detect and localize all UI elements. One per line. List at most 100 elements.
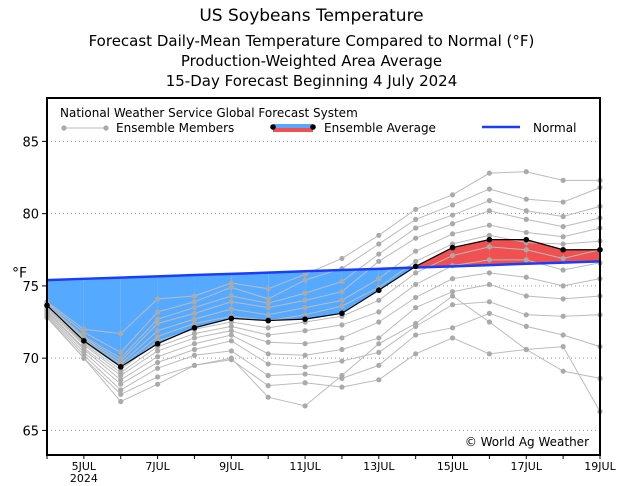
ensemble-member-line — [46, 312, 601, 391]
ensemble-member-point — [155, 296, 161, 302]
ensemble-member-point — [486, 351, 492, 357]
ensemble-member-point — [118, 398, 124, 405]
ensemble-member-point — [118, 349, 124, 355]
ensemble-member-point — [560, 213, 566, 220]
ensemble-member-point — [265, 361, 271, 367]
ensemble-member-point — [560, 283, 566, 289]
ensemble-member-point — [228, 284, 234, 290]
ensemble-member-point — [523, 169, 529, 175]
ensemble-member-point — [376, 362, 382, 368]
ensemble-member-line — [46, 187, 601, 354]
ensemble-member-point — [302, 364, 308, 370]
above-normal-fill — [526, 239, 564, 264]
ensemble-member-point — [228, 338, 234, 344]
ensemble-member-point — [302, 290, 308, 296]
ensemble-member-line — [46, 283, 601, 381]
ensemble-member-point — [376, 258, 382, 264]
ensemble-member-point — [191, 310, 198, 316]
ensemble-average-point — [412, 263, 419, 270]
ensemble-member-point — [449, 202, 456, 208]
ensemble-member-point — [155, 328, 161, 334]
ensemble-member-point — [449, 212, 456, 218]
ensemble-member-line — [46, 301, 601, 385]
ensemble-member-point — [265, 332, 271, 338]
ensemble-member-point — [228, 332, 234, 338]
ensemble-member-line — [46, 224, 601, 365]
ensemble-member-line — [46, 234, 601, 368]
chart-subtitle-2: Production-Weighted Area Average — [180, 52, 443, 70]
ensemble-member-line — [46, 171, 600, 335]
ensemble-member-point — [413, 332, 419, 338]
ensemble-member-point — [523, 293, 529, 299]
ensemble-member-point — [413, 270, 419, 276]
ensemble-member-point — [265, 312, 271, 318]
x-tick-label: 9JUL — [219, 460, 244, 473]
ensemble-member-point — [376, 377, 382, 383]
ensemble-member-point — [302, 328, 308, 334]
ensemble-member-point — [376, 297, 382, 303]
ensemble-member-point — [560, 368, 566, 374]
ensemble-member-point — [339, 303, 345, 309]
ensemble-member-point — [413, 206, 419, 212]
ensemble-member-point — [302, 341, 308, 347]
ensemble-member-point — [376, 341, 382, 347]
ensemble-member-point — [449, 192, 456, 198]
ensemble-member-point — [560, 296, 566, 302]
ensemble-member-point — [339, 322, 345, 328]
ensemble-member-point — [118, 330, 124, 337]
ensemble-member-point — [523, 274, 529, 280]
ensemble-member-line — [46, 200, 601, 359]
ensemble-member-line — [46, 315, 601, 395]
ensemble-member-point — [155, 348, 161, 354]
ensemble-member-point — [118, 381, 124, 387]
ensemble-member-point — [560, 177, 566, 183]
ensemble-member-point — [118, 391, 124, 397]
y-tick-label: 65 — [22, 424, 39, 439]
legend-average-swatch-blue — [273, 124, 313, 128]
below-normal-fill — [268, 271, 306, 321]
above-normal-fill — [563, 249, 600, 263]
x-tick-sublabel: 2024 — [70, 472, 98, 485]
ensemble-member-point — [155, 359, 161, 366]
ensemble-member-point — [228, 280, 234, 286]
ensemble-member-point — [191, 362, 198, 368]
ensemble-member-point — [228, 299, 234, 305]
legend-member-point — [61, 125, 67, 131]
ensemble-member-point — [191, 335, 198, 341]
ensemble-member-point — [376, 241, 382, 247]
ensemble-member-point — [523, 323, 529, 329]
ensemble-member-point — [302, 371, 308, 377]
ensemble-member-point — [449, 221, 456, 227]
ensemble-member-point — [265, 300, 271, 306]
ensemble-member-point — [191, 316, 198, 322]
ensemble-member-point — [191, 320, 198, 327]
ensemble-member-point — [523, 196, 529, 202]
ensemble-member-point — [413, 320, 419, 327]
ensemble-member-point — [228, 355, 234, 361]
ensemble-member-point — [155, 333, 161, 340]
normal-line — [46, 260, 601, 282]
ensemble-member-point — [228, 293, 234, 299]
ensemble-member-point — [191, 341, 198, 347]
y-tick-label: 75 — [22, 280, 39, 295]
ensemble-average-line — [46, 239, 600, 368]
below-normal-fill — [83, 277, 121, 367]
x-tick-label: 7JUL — [145, 460, 170, 473]
above-normal-fill — [452, 239, 490, 267]
ensemble-average-point — [265, 317, 272, 324]
below-normal-fill — [341, 268, 379, 314]
x-tick-label: 13JUL — [363, 460, 395, 473]
ensemble-member-point — [265, 383, 271, 389]
ensemble-member-point — [376, 319, 382, 325]
ensemble-member-point — [413, 281, 419, 288]
ensemble-member-point — [302, 297, 308, 303]
ensemble-member-point — [486, 222, 492, 228]
ensemble-member-point — [413, 258, 419, 264]
legend-title: National Weather Service Global Forecast… — [60, 106, 358, 120]
ensemble-member-point — [228, 348, 234, 354]
ensemble-member-point — [155, 354, 161, 360]
ensemble-member-line — [46, 259, 601, 374]
ensemble-member-point — [560, 343, 566, 350]
ensemble-member-point — [191, 299, 198, 305]
y-tick-label: 85 — [22, 135, 39, 150]
